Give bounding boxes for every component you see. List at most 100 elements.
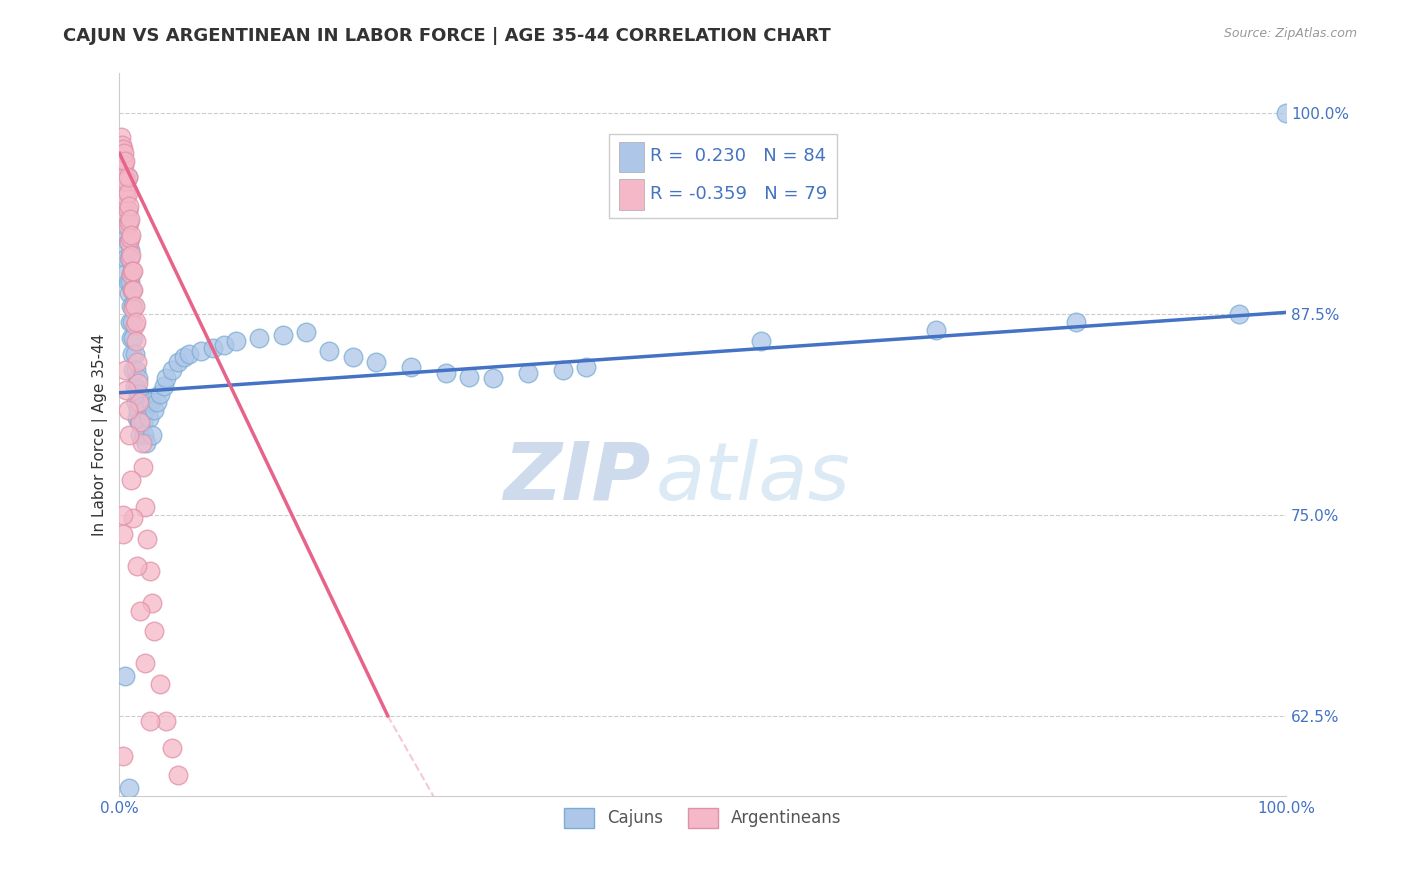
- Point: [117, 202, 139, 217]
- Point: [295, 325, 318, 339]
- Point: [201, 341, 224, 355]
- Point: [125, 334, 148, 349]
- Point: [115, 186, 138, 201]
- Point: [127, 376, 149, 390]
- Point: [249, 331, 271, 345]
- Point: [160, 740, 183, 755]
- Point: [152, 379, 174, 393]
- Point: [111, 162, 134, 177]
- Point: [120, 299, 142, 313]
- Point: [141, 596, 163, 610]
- Point: [111, 202, 134, 217]
- Point: [128, 387, 150, 401]
- Point: [271, 327, 294, 342]
- Point: [110, 130, 132, 145]
- Point: [114, 363, 136, 377]
- Point: [121, 315, 143, 329]
- Point: [112, 170, 135, 185]
- Text: R = -0.359   N = 79: R = -0.359 N = 79: [650, 185, 828, 202]
- Point: [121, 347, 143, 361]
- Text: atlas: atlas: [657, 439, 851, 517]
- Point: [120, 331, 142, 345]
- Point: [925, 323, 948, 337]
- Point: [155, 714, 177, 728]
- Point: [318, 343, 340, 358]
- Point: [124, 299, 146, 313]
- Point: [118, 215, 141, 229]
- Point: [114, 668, 136, 682]
- Point: [121, 263, 143, 277]
- Point: [118, 251, 141, 265]
- Point: [118, 780, 141, 795]
- Point: [112, 194, 135, 209]
- Point: [120, 267, 142, 281]
- Point: [111, 154, 134, 169]
- Point: [190, 848, 212, 863]
- Point: [117, 275, 139, 289]
- Point: [139, 395, 162, 409]
- Text: R =  0.230   N = 84: R = 0.230 N = 84: [650, 147, 827, 165]
- Point: [111, 170, 134, 185]
- Point: [111, 151, 134, 165]
- Legend: Cajuns, Argentineans: Cajuns, Argentineans: [557, 801, 848, 835]
- Point: [115, 206, 138, 220]
- FancyBboxPatch shape: [619, 142, 644, 172]
- Point: [114, 183, 136, 197]
- Point: [134, 500, 156, 514]
- Point: [111, 141, 134, 155]
- Point: [129, 415, 152, 429]
- Point: [131, 399, 153, 413]
- Text: Source: ZipAtlas.com: Source: ZipAtlas.com: [1223, 27, 1357, 40]
- Point: [131, 435, 153, 450]
- Point: [117, 202, 139, 217]
- Point: [114, 178, 136, 193]
- Point: [112, 146, 135, 161]
- Point: [112, 186, 135, 201]
- Point: [141, 427, 163, 442]
- Point: [120, 247, 142, 261]
- Point: [342, 351, 364, 365]
- Point: [551, 363, 574, 377]
- Point: [125, 363, 148, 377]
- Point: [127, 371, 149, 385]
- Point: [118, 427, 141, 442]
- Point: [117, 170, 139, 185]
- Point: [214, 337, 236, 351]
- Point: [118, 275, 141, 289]
- Point: [134, 403, 156, 417]
- Point: [117, 235, 139, 249]
- Point: [115, 251, 138, 265]
- Point: [179, 813, 201, 827]
- Point: [125, 355, 148, 369]
- Point: [118, 235, 141, 249]
- Point: [115, 190, 138, 204]
- Point: [125, 383, 148, 397]
- Point: [128, 415, 150, 429]
- Text: CAJUN VS ARGENTINEAN IN LABOR FORCE | AGE 35-44 CORRELATION CHART: CAJUN VS ARGENTINEAN IN LABOR FORCE | AG…: [63, 27, 831, 45]
- Point: [122, 283, 145, 297]
- Point: [112, 227, 135, 241]
- Point: [120, 267, 142, 281]
- Point: [117, 186, 139, 201]
- Point: [112, 157, 135, 171]
- Point: [127, 403, 149, 417]
- Point: [138, 411, 160, 425]
- Point: [111, 154, 134, 169]
- Point: [132, 459, 155, 474]
- Point: [139, 564, 162, 578]
- Point: [143, 624, 166, 638]
- Point: [111, 508, 134, 522]
- Point: [120, 473, 142, 487]
- Point: [134, 656, 156, 670]
- Point: [1275, 106, 1298, 120]
- Point: [516, 367, 538, 381]
- Point: [166, 768, 188, 782]
- Point: [118, 243, 141, 257]
- Point: [114, 154, 136, 169]
- Point: [111, 178, 134, 193]
- Point: [129, 604, 152, 618]
- Point: [121, 283, 143, 297]
- Point: [115, 219, 138, 233]
- Point: [1227, 307, 1250, 321]
- Point: [146, 395, 169, 409]
